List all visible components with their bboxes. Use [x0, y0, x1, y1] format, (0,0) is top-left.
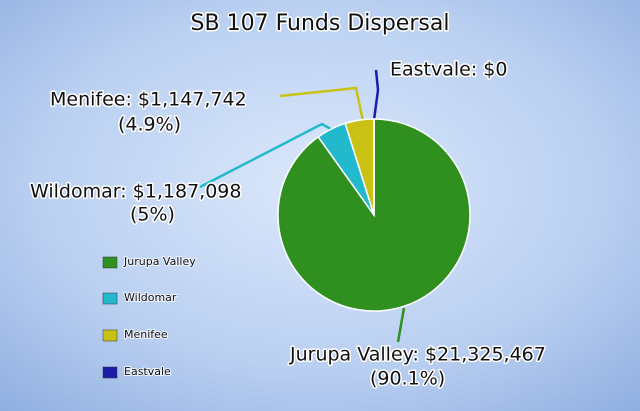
legend-label: Eastvale	[124, 365, 171, 378]
share-label: (5%)	[130, 204, 175, 226]
share-label: (4.9%)	[118, 114, 181, 136]
legend-label: Menifee	[124, 328, 168, 341]
leader-line	[396, 307, 406, 343]
leader-line	[279, 86, 365, 122]
legend-swatch	[102, 329, 118, 342]
leaders	[199, 69, 406, 343]
share-label: (90.1%)	[370, 368, 445, 390]
data-label: Jurupa Valley: $21,325,467	[289, 344, 546, 366]
data-label: Eastvale: $0	[390, 59, 507, 81]
data-label: Wildomar: $1,187,098	[30, 181, 241, 203]
leader-line	[372, 69, 380, 121]
chart-title: SB 107 Funds Dispersal	[191, 11, 450, 36]
leader-line	[199, 122, 335, 189]
data-label: Menifee: $1,147,742	[50, 89, 247, 111]
legend-swatch	[102, 292, 118, 305]
legend-swatch	[102, 256, 118, 269]
legend-label: Wildomar	[124, 291, 177, 304]
legend-label: Jurupa Valley	[123, 255, 196, 268]
legend-swatch	[102, 366, 118, 379]
